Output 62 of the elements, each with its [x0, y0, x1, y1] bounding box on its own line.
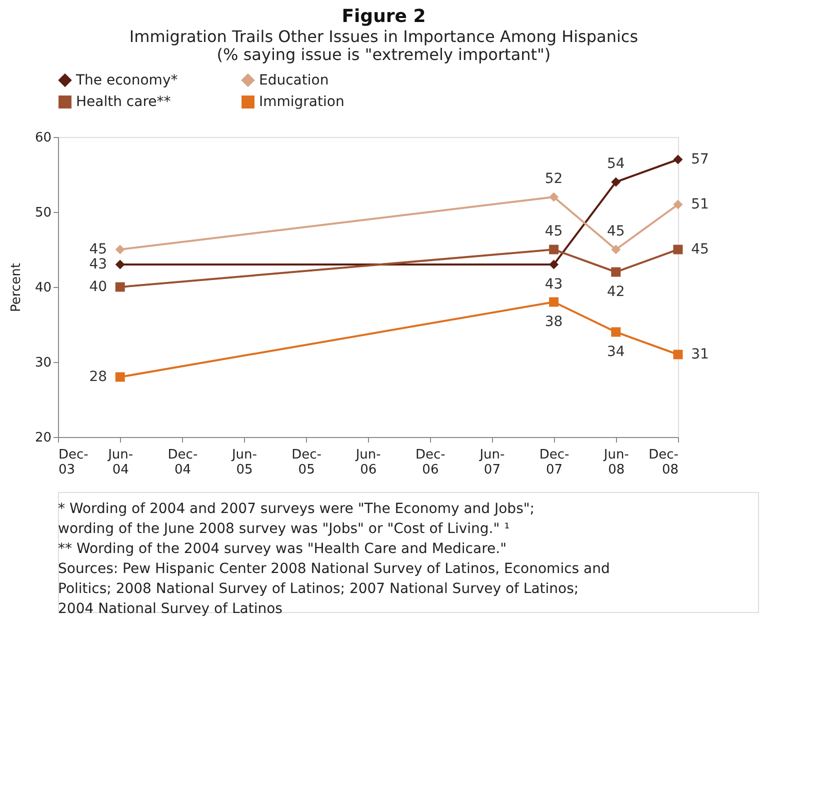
x-tick-label: Dec-06 — [416, 448, 446, 478]
source-note: Sources: Pew Hispanic Center 2008 National Survey of Latinos, Economics and — [58, 561, 610, 577]
point — [611, 267, 621, 277]
point — [611, 244, 621, 254]
x-tick-label: Dec-05 — [292, 448, 322, 478]
data-label: 42 — [606, 284, 625, 300]
point — [115, 244, 125, 254]
data-label: 51 — [691, 196, 709, 212]
data-label: 45 — [606, 224, 625, 240]
chart-title: Figure 2 — [342, 6, 426, 27]
x-tick-label: Jun-05 — [230, 448, 258, 478]
point — [549, 244, 559, 254]
data-label: 28 — [89, 369, 108, 385]
x-tick-label: Dec-03 — [58, 448, 89, 478]
y-tick-label: 20 — [34, 430, 52, 446]
data-label: 43 — [89, 256, 108, 272]
chart-subtitle: Immigration Trails Other Issues in Importance Among Hispanics — [129, 27, 638, 46]
x-tick-label: Dec-07 — [539, 448, 570, 478]
point — [115, 260, 125, 270]
x-tick-label: Jun-06 — [354, 448, 382, 478]
point — [115, 282, 125, 292]
x-tick-label: Jun-07 — [478, 448, 505, 478]
data-label: 45 — [691, 242, 709, 258]
y-axis-title: Percent — [8, 263, 24, 312]
x-tick-label: Jun-04 — [107, 448, 134, 478]
data-label: 57 — [691, 152, 709, 168]
point — [549, 297, 559, 307]
data-label: 54 — [606, 156, 625, 172]
x-tick-label: Dec-08 — [648, 448, 679, 478]
data-label: 45 — [544, 224, 563, 240]
text: ** Wording of the 2004 survey was "Health Care and Medicare." — [58, 541, 507, 557]
text: 2004 National Survey of Latinos — [58, 601, 282, 617]
text: Politics; 2008 National Survey of Latinos; 2007 National Survey of Latinos; — [58, 581, 579, 597]
y-tick-label: 60 — [34, 130, 52, 146]
x-tick-label: Dec-04 — [168, 448, 198, 478]
data-label: 34 — [606, 344, 625, 360]
text: * Wording of 2004 and 2007 surveys were "The Economy and Jobs"; — [58, 501, 535, 517]
point — [673, 244, 683, 254]
point — [673, 200, 683, 210]
point — [673, 350, 683, 360]
legend-label: Education — [259, 72, 329, 88]
legend-label: Immigration — [259, 94, 344, 110]
y-tick-label: 30 — [34, 356, 52, 370]
data-label: 43 — [544, 276, 563, 292]
point — [611, 327, 621, 337]
data-label: 40 — [89, 279, 108, 295]
data-label: 45 — [89, 242, 108, 258]
x-tick-label: Jun-08 — [602, 448, 630, 478]
data-label: 31 — [691, 346, 709, 362]
point — [115, 372, 125, 382]
y-tick-label: 50 — [34, 206, 52, 220]
data-label: 52 — [544, 171, 563, 187]
point — [611, 177, 621, 187]
legend-label: The economy* — [75, 72, 178, 88]
text: wording of the June 2008 survey was "Jobs" or "Cost of Living." ¹ — [58, 521, 510, 537]
y-tick-label: 40 — [34, 280, 52, 296]
point — [549, 192, 559, 202]
legend-label: Health care** — [76, 94, 171, 110]
text: (% saying issue is "extremely important") — [216, 45, 551, 64]
point — [549, 260, 559, 270]
data-label: 38 — [544, 314, 563, 330]
point — [673, 154, 683, 164]
